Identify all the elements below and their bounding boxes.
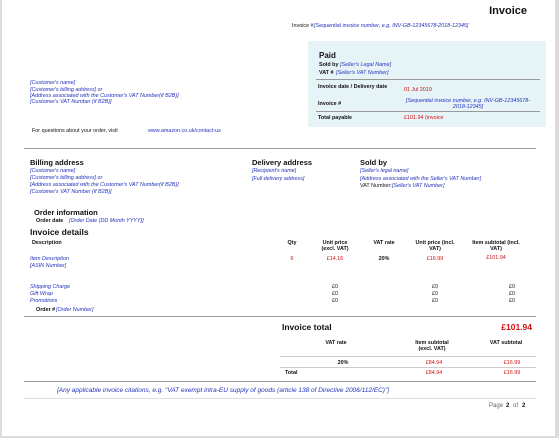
charge-value: £0: [509, 298, 515, 304]
date-label: Invoice date / Delivery date: [318, 84, 388, 90]
divider: [24, 148, 536, 149]
total-header: VAT subtotal: [489, 340, 523, 346]
divider: [24, 381, 536, 382]
divider: [280, 356, 536, 357]
item-qty: 6: [290, 256, 294, 262]
col-header: Item subtotal (incl. VAT): [472, 240, 520, 253]
invoice-number: [Sequential invoice number, e.g. INV-GB-…: [405, 98, 531, 111]
delivery-title: Delivery address: [252, 158, 313, 167]
total-amount: £101.94: [501, 322, 532, 332]
billing-line: [Customer's name]: [30, 168, 76, 174]
charge-value: £0: [432, 284, 438, 290]
vat-label: VAT #: [319, 70, 334, 76]
delivery-line: [Full delivery address]: [252, 176, 305, 182]
invoice-label: Invoice #: [292, 23, 314, 29]
sold-by-label: Sold by: [319, 62, 339, 68]
divider: [24, 398, 536, 399]
seller-line: [Address associated with the Seller's VA…: [360, 176, 482, 182]
total-row-label: Total: [285, 370, 298, 376]
invoice-label: Invoice #: [318, 101, 342, 107]
charge-value: £0: [332, 284, 338, 290]
divider: [24, 316, 536, 317]
page-of: of: [513, 403, 519, 409]
col-header: Unit price (excl. VAT): [321, 240, 349, 253]
total-cell: £16.99: [503, 360, 521, 366]
col-header: VAT rate: [373, 240, 395, 246]
paid-box: [308, 41, 546, 127]
total-cell: 20%: [337, 360, 349, 366]
sold-by: [Seller's Legal Name]: [340, 62, 392, 68]
total-title: Invoice total: [282, 322, 332, 332]
total-cell: £84.94: [425, 360, 443, 366]
order-date: [Order Date (DD Month YYYY)]: [69, 218, 144, 224]
page-label: Page: [489, 403, 504, 409]
charge-value: £0: [332, 291, 338, 297]
vat: [Seller's VAT Number]: [336, 70, 389, 76]
page-current: 2: [506, 403, 510, 409]
seller-vat: [Seller's VAT Number]: [392, 183, 445, 189]
total: £101.94 (invoice: [404, 115, 444, 121]
contact-link[interactable]: www.amazon.co.uk/contact-us: [148, 128, 221, 134]
seller-title: Sold by: [360, 158, 388, 167]
citation: [Any applicable invoice citations, e.g. …: [57, 387, 390, 394]
col-header: Description: [32, 240, 62, 246]
total-cell: £16.99: [503, 370, 521, 376]
charge-name: Promotions: [30, 298, 58, 304]
item-subtotal: £101.94: [486, 255, 506, 261]
divider: [316, 111, 540, 112]
charge-value: £0: [509, 284, 515, 290]
item-unit-incl: £16.99: [426, 256, 444, 262]
total-header: Item subtotal (excl. VAT): [415, 340, 449, 353]
customer-line: [Customer's name]: [30, 80, 76, 86]
charge-value: £0: [509, 291, 515, 297]
order-date-label: Order date: [36, 218, 64, 224]
item-unit-excl: £14.16: [326, 256, 344, 262]
page-total: 2: [522, 403, 526, 409]
charge-value: £0: [332, 298, 338, 304]
billing-line: [Customer's VAT Number (if B2B)]: [30, 189, 112, 195]
order-label: Order #: [36, 307, 56, 313]
order-number: [Order Number]: [56, 307, 94, 313]
billing-title: Billing address: [30, 158, 84, 167]
item-description: Item Description: [30, 256, 69, 262]
charge-name: Shipping Charge: [30, 284, 71, 290]
customer-line: [Customer's VAT Number (if B2B)]: [30, 99, 112, 105]
order-info-title: Order information: [34, 208, 98, 217]
charge-value: £0: [432, 298, 438, 304]
seller-vat-label: VAT Number:: [360, 183, 392, 189]
billing-line: [Address associated with the Customer's …: [30, 182, 179, 188]
invoice-number: [Sequential invoice number, e.g. INV-GB-…: [314, 23, 469, 29]
total-label: Total payable: [318, 115, 353, 121]
divider: [280, 367, 536, 368]
item-vat-rate: 20%: [378, 256, 390, 262]
customer-line: [Address associated with the Customer's …: [30, 93, 179, 99]
total-cell: £84.94: [425, 370, 443, 376]
charge-name: Gift Wrap: [30, 291, 53, 297]
delivery-line: [Recipient's name]: [252, 168, 297, 174]
paid-title: Paid: [319, 51, 336, 60]
charge-value: £0: [432, 291, 438, 297]
date: 01 Jul 2019: [404, 87, 432, 93]
billing-line: [Customer's billing address] or: [30, 175, 103, 181]
questions: For questions about your order, visit: [32, 128, 118, 134]
divider: [316, 79, 540, 80]
customer-line: [Customer's billing address] or: [30, 87, 103, 93]
seller-line: [Seller's legal name]: [360, 168, 409, 174]
item-asin: [ASIN Number]: [30, 263, 67, 269]
total-header: VAT rate: [325, 340, 347, 346]
details-title: Invoice details: [30, 227, 89, 237]
col-header: Qty: [287, 240, 297, 246]
col-header: Unit price (incl. VAT): [415, 240, 455, 253]
title: Invoice: [489, 5, 527, 17]
